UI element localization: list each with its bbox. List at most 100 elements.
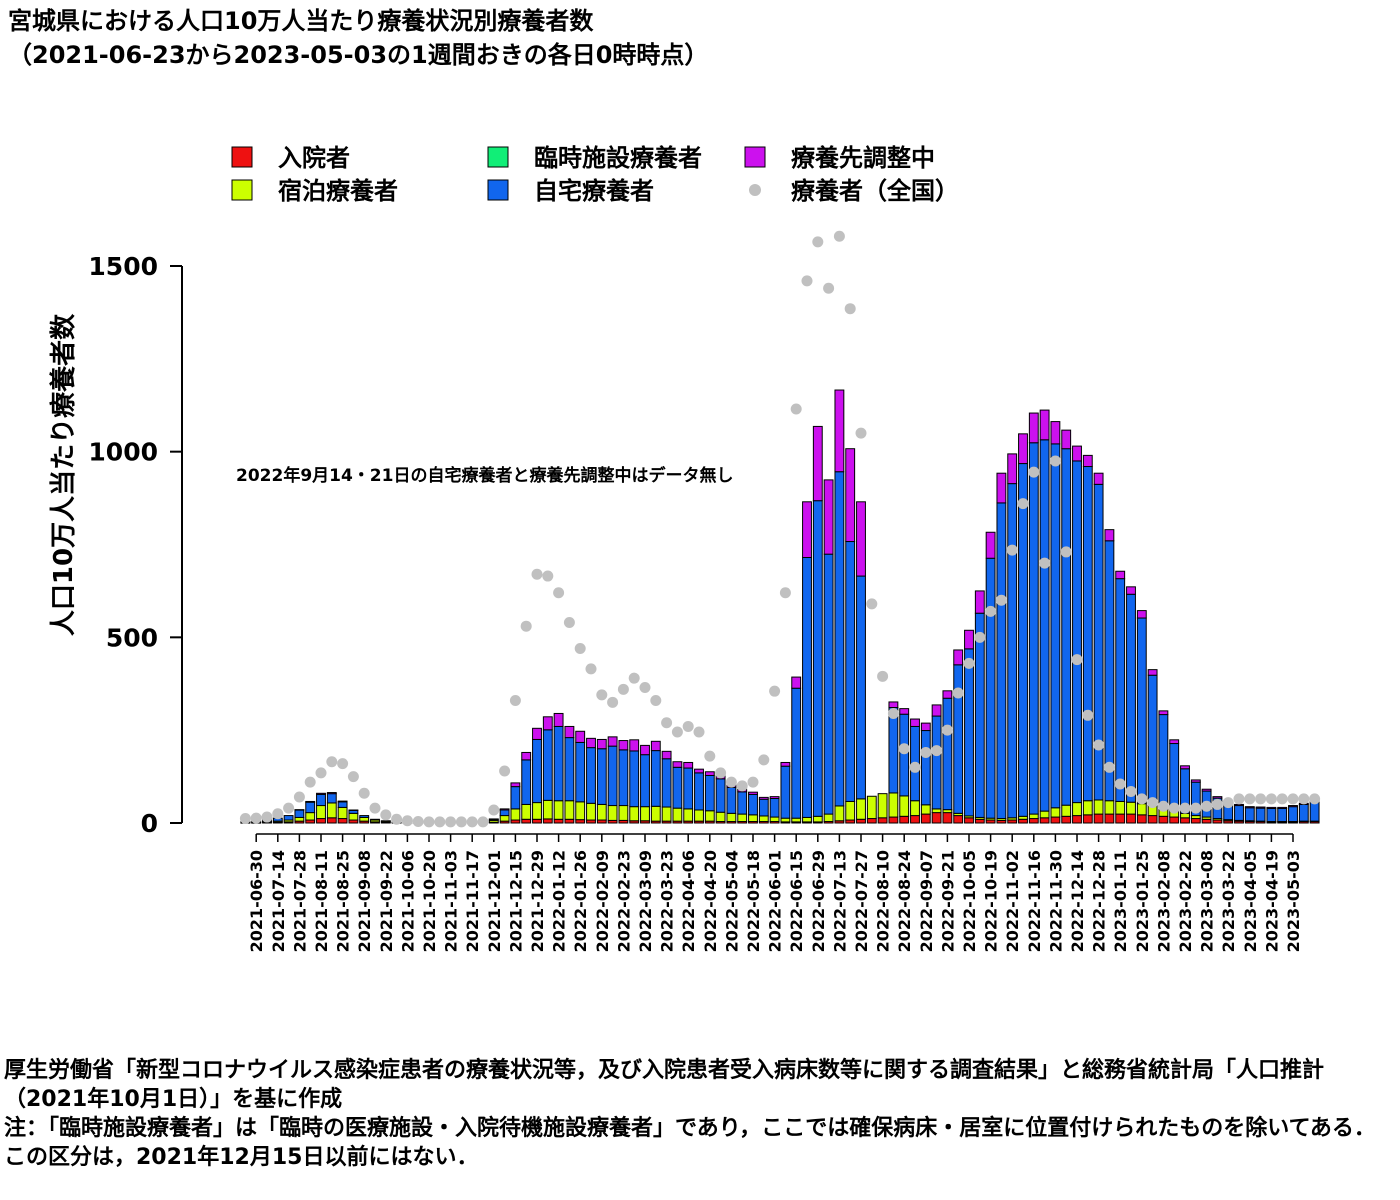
legend-label: 臨時施設療養者 [534, 144, 702, 172]
bar-segment-3 [326, 793, 337, 804]
bar-segment-4 [802, 501, 812, 558]
bar-segment-1 [629, 806, 640, 822]
x-tick-label: 2023-02-22 [1176, 850, 1195, 952]
national-dot [855, 427, 867, 439]
bar-segment-1 [1180, 812, 1190, 819]
national-dot [293, 791, 305, 803]
bar-segment-0 [920, 813, 931, 824]
national-dot [272, 808, 284, 820]
bar-segment-3 [953, 664, 964, 814]
bar-segment-3 [1147, 674, 1158, 806]
bar-segment-4 [542, 716, 553, 731]
legend-label: 入院者 [278, 144, 350, 172]
bar-segment-0 [532, 818, 542, 824]
bar-segment-1 [596, 803, 607, 821]
national-dot [585, 663, 597, 675]
bar-segment-1 [359, 816, 370, 822]
x-tick-label: 2022-08-24 [895, 850, 914, 952]
national-dot [380, 809, 392, 821]
bar-segment-1 [1136, 803, 1147, 816]
x-tick-label: 2023-05-03 [1284, 850, 1303, 952]
bar-segment-4 [575, 730, 586, 743]
bar-segment-3 [629, 750, 640, 808]
national-dot [833, 230, 845, 242]
bar-segment-3 [769, 797, 780, 818]
national-dot [488, 804, 500, 816]
bar-segment-0 [1072, 815, 1082, 824]
bar-segment-3 [586, 747, 596, 804]
bar-segment-3 [337, 801, 348, 808]
national-dot [358, 787, 370, 799]
legend-swatch-4 [487, 179, 509, 201]
bar-segment-3 [380, 820, 391, 822]
bar-segment-0 [1147, 815, 1158, 824]
national-dot [1157, 800, 1169, 812]
legend-swatch-2 [744, 146, 766, 168]
bar-segment-3 [499, 809, 510, 817]
bar-segment-3 [726, 786, 737, 814]
national-dot [909, 761, 921, 773]
national-dot [1190, 802, 1202, 814]
national-dot [995, 594, 1007, 606]
bar-segment-3 [1104, 540, 1115, 802]
bar-segment-0 [1136, 814, 1147, 824]
bar-segment-3 [758, 798, 769, 817]
x-tick-label: 2022-11-02 [1003, 850, 1022, 952]
legend-label: 自宅療養者 [534, 177, 654, 205]
national-dot [596, 689, 608, 701]
national-dot [693, 726, 705, 738]
bar-segment-3 [359, 815, 370, 818]
bar-segment-4 [694, 768, 704, 774]
chart-subtitle: （2021-06-23から2023-05-03の1週間おきの各日0時時点） [8, 41, 709, 69]
x-tick-label: 2023-01-11 [1111, 850, 1130, 952]
legend-label: 療養者（全国） [791, 177, 959, 205]
bar-segment-3 [737, 791, 748, 815]
bar-segment-1 [618, 805, 629, 821]
x-tick-label: 2022-12-14 [1068, 850, 1087, 952]
bar-segment-3 [899, 713, 910, 797]
bar-segment-3 [316, 793, 326, 807]
bar-segment-4 [1244, 806, 1255, 809]
national-dot [628, 672, 640, 684]
national-dot [1136, 793, 1148, 805]
bar-segment-4 [953, 649, 964, 666]
bar-segment-4 [974, 590, 985, 614]
bar-segment-1 [812, 815, 823, 823]
bar-segment-1 [737, 813, 748, 823]
bar-segment-0 [316, 818, 326, 824]
national-dot [1049, 455, 1061, 467]
bar-segment-3 [748, 793, 758, 816]
bar-segment-0 [1158, 815, 1169, 824]
bar-segment-1 [899, 795, 910, 817]
x-tick-label: 2023-03-08 [1198, 850, 1217, 952]
national-dot [466, 816, 478, 828]
bar-segment-4 [607, 736, 618, 747]
x-tick-label: 2021-12-29 [528, 850, 547, 952]
bar-segment-4 [899, 708, 910, 715]
national-dot [801, 275, 813, 287]
national-dot [769, 685, 781, 697]
x-tick-label: 2023-04-05 [1241, 850, 1260, 952]
x-tick-label: 2021-12-01 [485, 850, 504, 952]
national-dot [1168, 802, 1180, 814]
bar-segment-4 [910, 718, 920, 727]
bar-segment-3 [1018, 463, 1028, 817]
x-tick-label: 2022-10-19 [982, 850, 1001, 952]
bar-segment-1 [607, 805, 618, 821]
national-dot [1147, 797, 1159, 809]
bar-segment-4 [985, 531, 996, 559]
x-tick-label: 2021-11-17 [463, 850, 482, 952]
national-dot [931, 745, 943, 757]
national-dot [337, 758, 349, 770]
national-dot [1017, 498, 1029, 510]
bar-segment-4 [1039, 409, 1050, 441]
bar-segment-3 [305, 801, 316, 814]
national-dot [704, 750, 716, 762]
bar-segment-3 [1028, 442, 1039, 815]
bar-segment-3 [888, 707, 899, 794]
national-dot [326, 756, 338, 768]
bar-segment-0 [866, 818, 877, 824]
bar-segment-0 [974, 818, 985, 824]
bar-segment-1 [683, 808, 694, 822]
national-dot [790, 403, 802, 415]
